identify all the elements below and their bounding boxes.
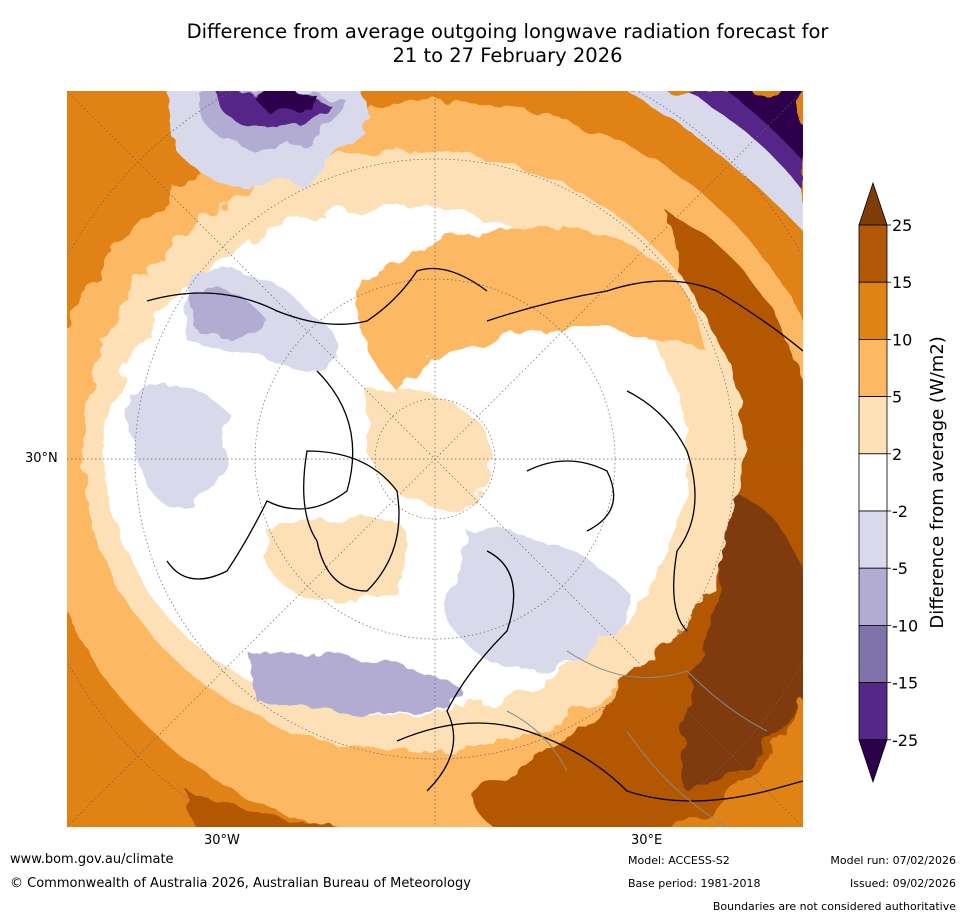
- model-run: Model run: 07/02/2026: [830, 854, 956, 867]
- colorbar-label: Difference from average (W/m2): [927, 336, 948, 628]
- base-period: Base period: 1981-2018: [628, 877, 761, 890]
- colorbar-tick-label: 2: [892, 445, 902, 464]
- colorbar-tick-label: -10: [892, 616, 918, 635]
- colorbar-tick-label: -25: [892, 731, 918, 750]
- colorbar-box: [858, 510, 888, 569]
- boundaries-disclaimer: Boundaries are not considered authoritat…: [712, 900, 956, 913]
- title-line-1: Difference from average outgoing longwav…: [186, 20, 829, 43]
- polar-map: [67, 91, 803, 827]
- colorbar-box: [858, 396, 888, 455]
- borders: [506, 650, 768, 827]
- lat-label-30n: 30°N: [25, 451, 58, 466]
- colorbar-extend-top: [858, 181, 888, 226]
- colorbar-tick-label: 15: [892, 273, 912, 292]
- colorbar-tick-label: -15: [892, 674, 918, 693]
- colorbar-box: [858, 567, 888, 626]
- coastlines: [146, 267, 803, 802]
- title-line-2: 21 to 27 February 2026: [392, 44, 623, 67]
- colorbar-tick-label: -2: [892, 502, 908, 521]
- colorbar-tick-label: 25: [892, 216, 912, 235]
- colorbar-extend-bottom: [858, 739, 888, 784]
- issued-date: Issued: 09/02/2026: [849, 877, 956, 890]
- website-link[interactable]: www.bom.gov.au/climate: [10, 852, 174, 867]
- copyright: © Commonwealth of Australia 2026, Austra…: [10, 876, 471, 891]
- lon-label-30e: 30°E: [631, 833, 663, 848]
- colorbar-box: [858, 338, 888, 397]
- model-info: Model: ACCESS-S2: [628, 854, 730, 867]
- colorbar-tick-label: 10: [892, 330, 912, 349]
- colorbar-box: [858, 682, 888, 741]
- colorbar-tick-label: 5: [892, 388, 902, 407]
- colorbar-tick-label: -5: [892, 559, 908, 578]
- colorbar-box: [858, 224, 888, 283]
- lon-label-30w: 30°W: [204, 833, 240, 848]
- graticule: [67, 91, 803, 827]
- colorbar-box: [858, 625, 888, 684]
- map-title: Difference from average outgoing longwav…: [60, 20, 955, 68]
- colorbar-box: [858, 281, 888, 340]
- colorbar-box: [858, 453, 888, 512]
